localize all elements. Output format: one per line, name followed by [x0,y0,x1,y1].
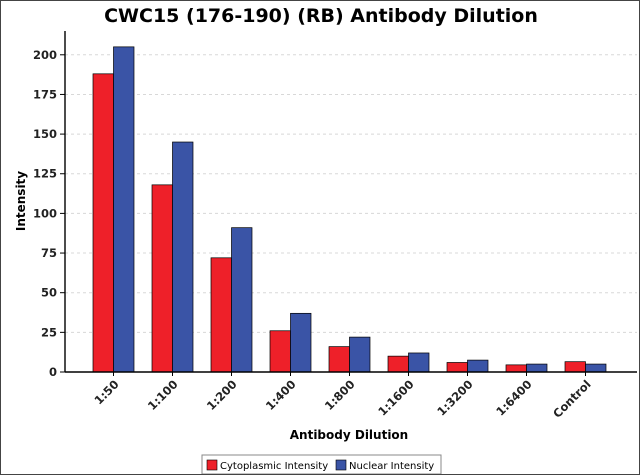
bar-nuclear [349,336,371,373]
bar-nuclear [172,141,194,373]
x-tick-labels: 1:50 1:100 1:200 1:400 1:800 1:1600 1:3200 1:64… [91,372,594,421]
bar-nuclear [231,227,253,373]
x-tick-label: 1:100 [145,377,181,413]
bar-nuclear [113,46,135,373]
bar-cytoplasmic [269,330,291,373]
legend-swatch-nuclear [335,459,347,471]
bar-cytoplasmic [387,355,409,373]
y-tick-label: 25 [41,325,57,339]
y-tick-label: 200 [33,48,57,62]
y-tick-label: 75 [41,246,57,260]
y-tick-label: 125 [33,167,57,181]
legend-box [201,454,442,474]
y-axis-label: Intensity [14,171,28,231]
y-tick-label: 50 [41,286,57,300]
x-axis-label: Antibody Dilution [290,428,408,442]
bar-nuclear [408,352,430,373]
bar-cytoplasmic [151,184,173,373]
bars [92,46,607,373]
bar-cytoplasmic [505,364,527,373]
y-tick-label: 175 [33,87,57,101]
y-tick-label: 0 [49,365,57,379]
x-tick-label: 1:6400 [493,377,534,418]
bar-cytoplasmic [446,362,468,373]
x-tick-label: 1:3200 [434,377,475,418]
bar-nuclear [290,312,312,373]
bar-nuclear [467,359,489,373]
legend: Cytoplasmic Intensity Nuclear Intensity [201,454,442,474]
x-tick-label: 1:200 [204,377,240,413]
y-tick-label: 150 [33,127,57,141]
bar-cytoplasmic [92,73,114,373]
bar-nuclear [585,363,607,373]
bar-nuclear [526,363,548,373]
chart-title: CWC15 (176-190) (RB) Antibody Dilution [104,5,538,27]
x-tick-label: 1:800 [322,377,358,413]
x-tick-label: 1:400 [263,377,299,413]
axes [64,31,637,373]
x-tick-label: Control [550,377,594,421]
y-tick-label: 100 [33,206,57,220]
legend-label-nuclear: Nuclear Intensity [349,461,434,472]
gridlines [65,54,637,333]
x-tick-label: 1:1600 [375,377,416,418]
legend-label-cytoplasmic: Cytoplasmic Intensity [220,461,328,472]
x-tick-label: 1:50 [91,377,121,407]
bar-cytoplasmic [564,361,586,373]
bar-cytoplasmic [210,257,232,373]
bar-cytoplasmic [328,346,350,373]
y-tick-labels: 0 25 50 75 100 125 150 175 200 [33,48,65,379]
legend-swatch-cytoplasmic [206,459,218,471]
